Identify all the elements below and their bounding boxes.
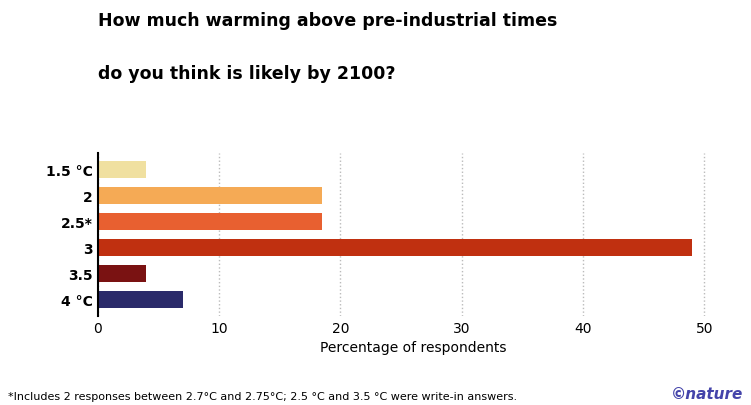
Bar [98, 188, 322, 204]
Bar [98, 161, 146, 178]
Bar [98, 266, 146, 282]
Bar [98, 239, 692, 256]
Text: do you think is likely by 2100?: do you think is likely by 2100? [98, 65, 395, 83]
Text: *Includes 2 responses between 2.7°C and 2.75°C; 2.5 °C and 3.5 °C were write-in : *Includes 2 responses between 2.7°C and … [8, 391, 517, 401]
X-axis label: Percentage of respondents: Percentage of respondents [320, 340, 506, 354]
Bar [98, 292, 182, 309]
Bar [98, 213, 322, 230]
Text: ©nature: ©nature [671, 386, 743, 401]
Text: How much warming above pre-industrial times: How much warming above pre-industrial ti… [98, 12, 557, 30]
